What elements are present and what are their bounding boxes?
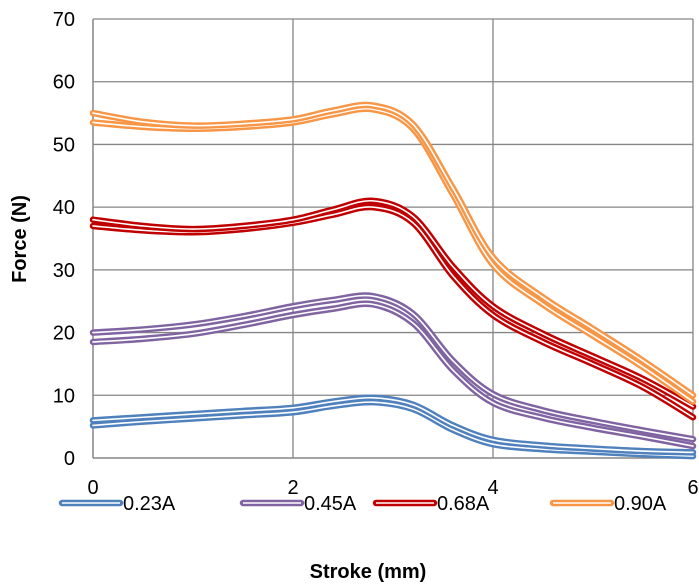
x-axis-title: Stroke (mm): [310, 561, 427, 583]
y-tick-label: 70: [53, 9, 75, 31]
series-line-highlight: [92, 104, 694, 397]
x-tick-label: 2: [287, 477, 298, 499]
legend-label: 0.90A: [614, 493, 667, 515]
series-0.45A: [89, 292, 697, 450]
y-tick-label: 40: [53, 197, 75, 219]
series-line-highlight: [92, 302, 694, 447]
series-line-highlight: [92, 199, 694, 408]
y-tick-label: 30: [53, 260, 75, 282]
x-tick-label: 6: [687, 477, 698, 499]
y-tick-label: 10: [53, 385, 75, 407]
series-0.90A: [89, 101, 697, 405]
series-lines: [89, 101, 697, 460]
y-tick-label: 60: [53, 72, 75, 94]
legend-item-0.23A: 0.23A: [58, 493, 176, 515]
axes: [92, 19, 693, 459]
x-tick-label: 4: [487, 477, 498, 499]
legend-label: 0.23A: [123, 493, 176, 515]
y-tick-labels: 0 10 20 30 40 50 60 70: [53, 9, 75, 470]
x-tick-labels: 0 2 4 6: [87, 477, 698, 499]
y-tick-label: 0: [64, 448, 75, 470]
grid-lines: [93, 18, 694, 458]
legend-item-0.90A: 0.90A: [549, 493, 667, 515]
series-line-highlight: [92, 294, 694, 440]
series-0.68A: [89, 197, 697, 421]
legend-label: 0.68A: [437, 493, 490, 515]
series-line-0.90A: [89, 101, 697, 399]
legend-item-0.68A: 0.68A: [372, 493, 490, 515]
y-tick-label: 50: [53, 134, 75, 156]
legend-item-0.45A: 0.45A: [239, 493, 357, 515]
legend-label: 0.45A: [304, 493, 357, 515]
y-tick-label: 20: [53, 323, 75, 345]
x-tick-label: 0: [87, 477, 98, 499]
legend: 0.23A 0.45A 0.68A 0.90A: [58, 493, 667, 515]
series-line-highlight: [92, 396, 694, 454]
y-axis-title: Force (N): [9, 195, 31, 283]
series-0.23A: [89, 394, 697, 460]
